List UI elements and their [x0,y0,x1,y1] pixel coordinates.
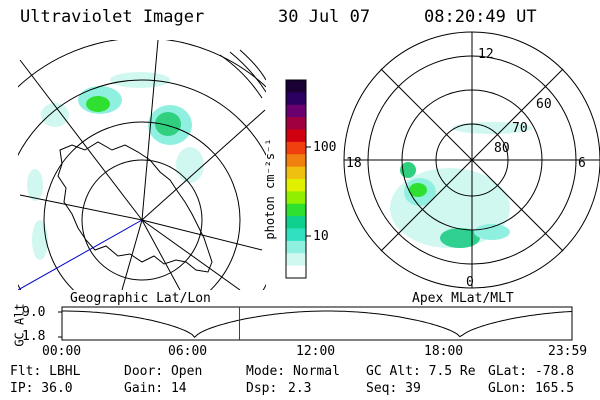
mlt-label-bottom: 0 [466,275,474,290]
colorbar-swatch [286,154,306,168]
apex-polar-plot [343,31,600,289]
status-mode: Mode: Normal [246,364,340,379]
mlat-label-70: 70 [512,121,528,136]
time-label: 08:20:49 UT [424,7,537,27]
timeline-ytick-top: 9.0 [22,305,46,320]
latitude-circles-left [18,40,266,290]
apex-panel-label: Apex MLat/MLT [412,291,514,306]
status-glat: GLat: -78.8 [488,364,575,379]
date-label: 30 Jul 07 [278,7,371,27]
colorbar [285,79,311,279]
mlt-label-top: 12 [478,47,494,62]
mlt-lines [344,32,600,288]
geographic-panel-label: Geographic Lat/Lon [70,291,211,306]
instrument-title: Ultraviolet Imager [20,7,205,27]
status-dsp-value: 2.3 [288,381,312,396]
status-gain: Gain: 14 [124,381,187,396]
timeline-ytick-bottom: 1.8 [22,329,46,344]
auroral-emission-left [27,72,204,260]
status-gc-alt: GC Alt: 7.5 Re [366,364,476,379]
colorbar-label-100: 100 [313,140,337,155]
colorbar-swatch [286,179,306,192]
status-dsp-label: Dsp: [246,381,278,396]
status-door: Door: Open [124,364,203,379]
geographic-map [18,40,266,290]
colorbar-swatch [286,92,306,106]
timeline-xtick-1200: 12:00 [296,344,336,359]
mlt-label-right: 6 [578,156,586,171]
terminator-line [18,219,143,290]
colorbar-swatch [286,117,306,130]
status-filter: Flt: LBHL [10,364,81,379]
colorbar-swatch [286,253,306,267]
timeline-xtick-0600: 06:00 [168,344,208,359]
colorbar-swatch [286,216,306,229]
colorbar-label-10: 10 [313,229,329,244]
map-edge-arcs [219,49,266,99]
continent-outline [57,141,213,273]
timeline-xtick-1800: 18:00 [424,344,464,359]
status-seq: Seq: 39 [366,381,421,396]
timeline-xtick-0000: 00:00 [42,344,82,359]
colorbar-swatch [286,191,306,205]
colorbar-swatch [286,80,306,93]
colorbar-swatch [286,240,306,254]
colorbar-swatch [286,228,306,242]
colorbar-swatch [286,129,306,143]
colorbar-swatch [286,265,306,279]
mlat-label-80: 80 [494,141,510,156]
mlt-label-left: 18 [346,156,362,171]
altitude-timeline [58,306,573,341]
status-ip: IP: 36.0 [10,381,73,396]
status-glon: GLon: 165.5 [488,381,575,396]
colorbar-swatch [286,203,306,217]
altitude-curve [62,310,573,339]
colorbar-units-label: photon cm⁻²s⁻¹ [263,138,277,240]
timeline-xtick-2359: 23:59 [548,344,588,359]
colorbar-swatch [286,104,306,118]
colorbar-swatch [286,141,306,155]
mlat-label-60: 60 [536,97,552,112]
colorbar-swatch [286,166,306,180]
